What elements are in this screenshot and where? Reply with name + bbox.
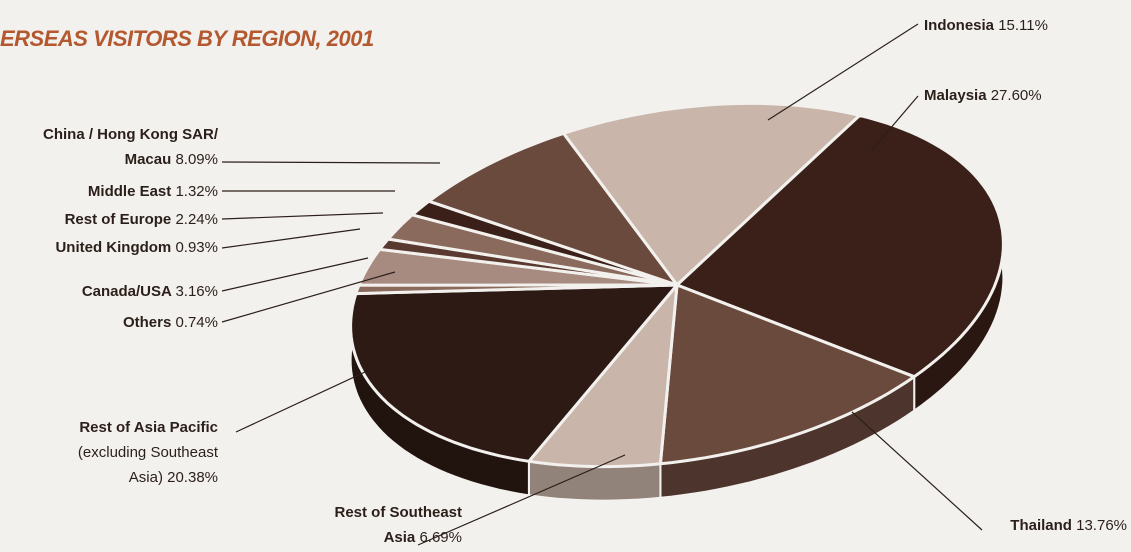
leader-line: [235, 371, 366, 433]
pie-slice: [658, 283, 916, 466]
slice-label-name: Macau: [125, 151, 176, 168]
leader-line: [221, 161, 441, 164]
pie-slice: [349, 283, 679, 463]
slice-label-name: United Kingdom: [55, 239, 175, 256]
slice-label-value: 2.24%: [175, 211, 218, 228]
slice-label: China / Hong Kong SAR/Macau 8.09%: [43, 126, 219, 168]
chart-title: ERSEAS VISITORS BY REGION, 2001: [0, 26, 374, 51]
slice-label-name: Thailand: [1010, 517, 1076, 534]
slice-label: United Kingdom 0.93%: [55, 239, 218, 256]
slice-label-value: 8.09%: [175, 151, 218, 168]
slice-label-name: Indonesia: [924, 17, 998, 34]
leader-line: [851, 411, 983, 531]
slice-label-value: 0.74%: [175, 314, 218, 331]
slice-label-value: Asia) 20.38%: [129, 469, 218, 486]
leader-line: [221, 257, 369, 292]
slice-label-value: 15.11%: [998, 17, 1048, 34]
slice-label: Thailand 13.76%: [1010, 517, 1127, 534]
slice-label-value: 3.16%: [175, 283, 218, 300]
slice-label: Others 0.74%: [123, 314, 218, 331]
slice-label: Rest of Southeast Asia 6.69%: [334, 504, 462, 546]
leader-line: [417, 454, 626, 546]
leader-line: [221, 228, 361, 249]
slice-label-name: Rest of Europe: [65, 211, 176, 228]
slice-label-value: (excluding Southeast: [78, 444, 219, 461]
leader-line: [221, 212, 384, 220]
slice-label: Indonesia 15.11%: [924, 17, 1048, 34]
slice-label-name: Asia: [384, 529, 420, 546]
pie-slice: [675, 113, 1005, 379]
slice-label: Middle East 1.32%: [88, 183, 218, 200]
slice-label-value: 13.76%: [1076, 517, 1127, 534]
slice-label-name: Malaysia: [924, 87, 991, 104]
slice-label-name: Rest of Southeast: [334, 504, 462, 521]
pie-slice: [427, 131, 679, 287]
slice-label-name: Rest of Asia Pacific: [79, 419, 218, 436]
slice-label: Malaysia 27.60%: [924, 87, 1042, 104]
leader-line: [221, 271, 396, 323]
slice-label: Rest of Asia Pacific (excluding Southeast…: [78, 419, 219, 486]
leader-line: [767, 23, 919, 121]
slice-label-name: Canada/USA: [82, 283, 176, 300]
slice-label-name: Others: [123, 314, 176, 331]
slice-label-value: 27.60%: [991, 87, 1042, 104]
slice-label-value: 0.93%: [175, 239, 218, 256]
slice-label-value: 6.69%: [419, 529, 462, 546]
slice-label-name: Middle East: [88, 183, 176, 200]
slice-label-value: 1.32%: [175, 183, 218, 200]
slice-label: Canada/USA 3.16%: [82, 283, 218, 300]
pie-slice: [562, 101, 862, 287]
slice-label-name: China / Hong Kong SAR/: [43, 126, 219, 143]
leader-line: [871, 95, 919, 151]
slice-label: Rest of Europe 2.24%: [65, 211, 218, 228]
